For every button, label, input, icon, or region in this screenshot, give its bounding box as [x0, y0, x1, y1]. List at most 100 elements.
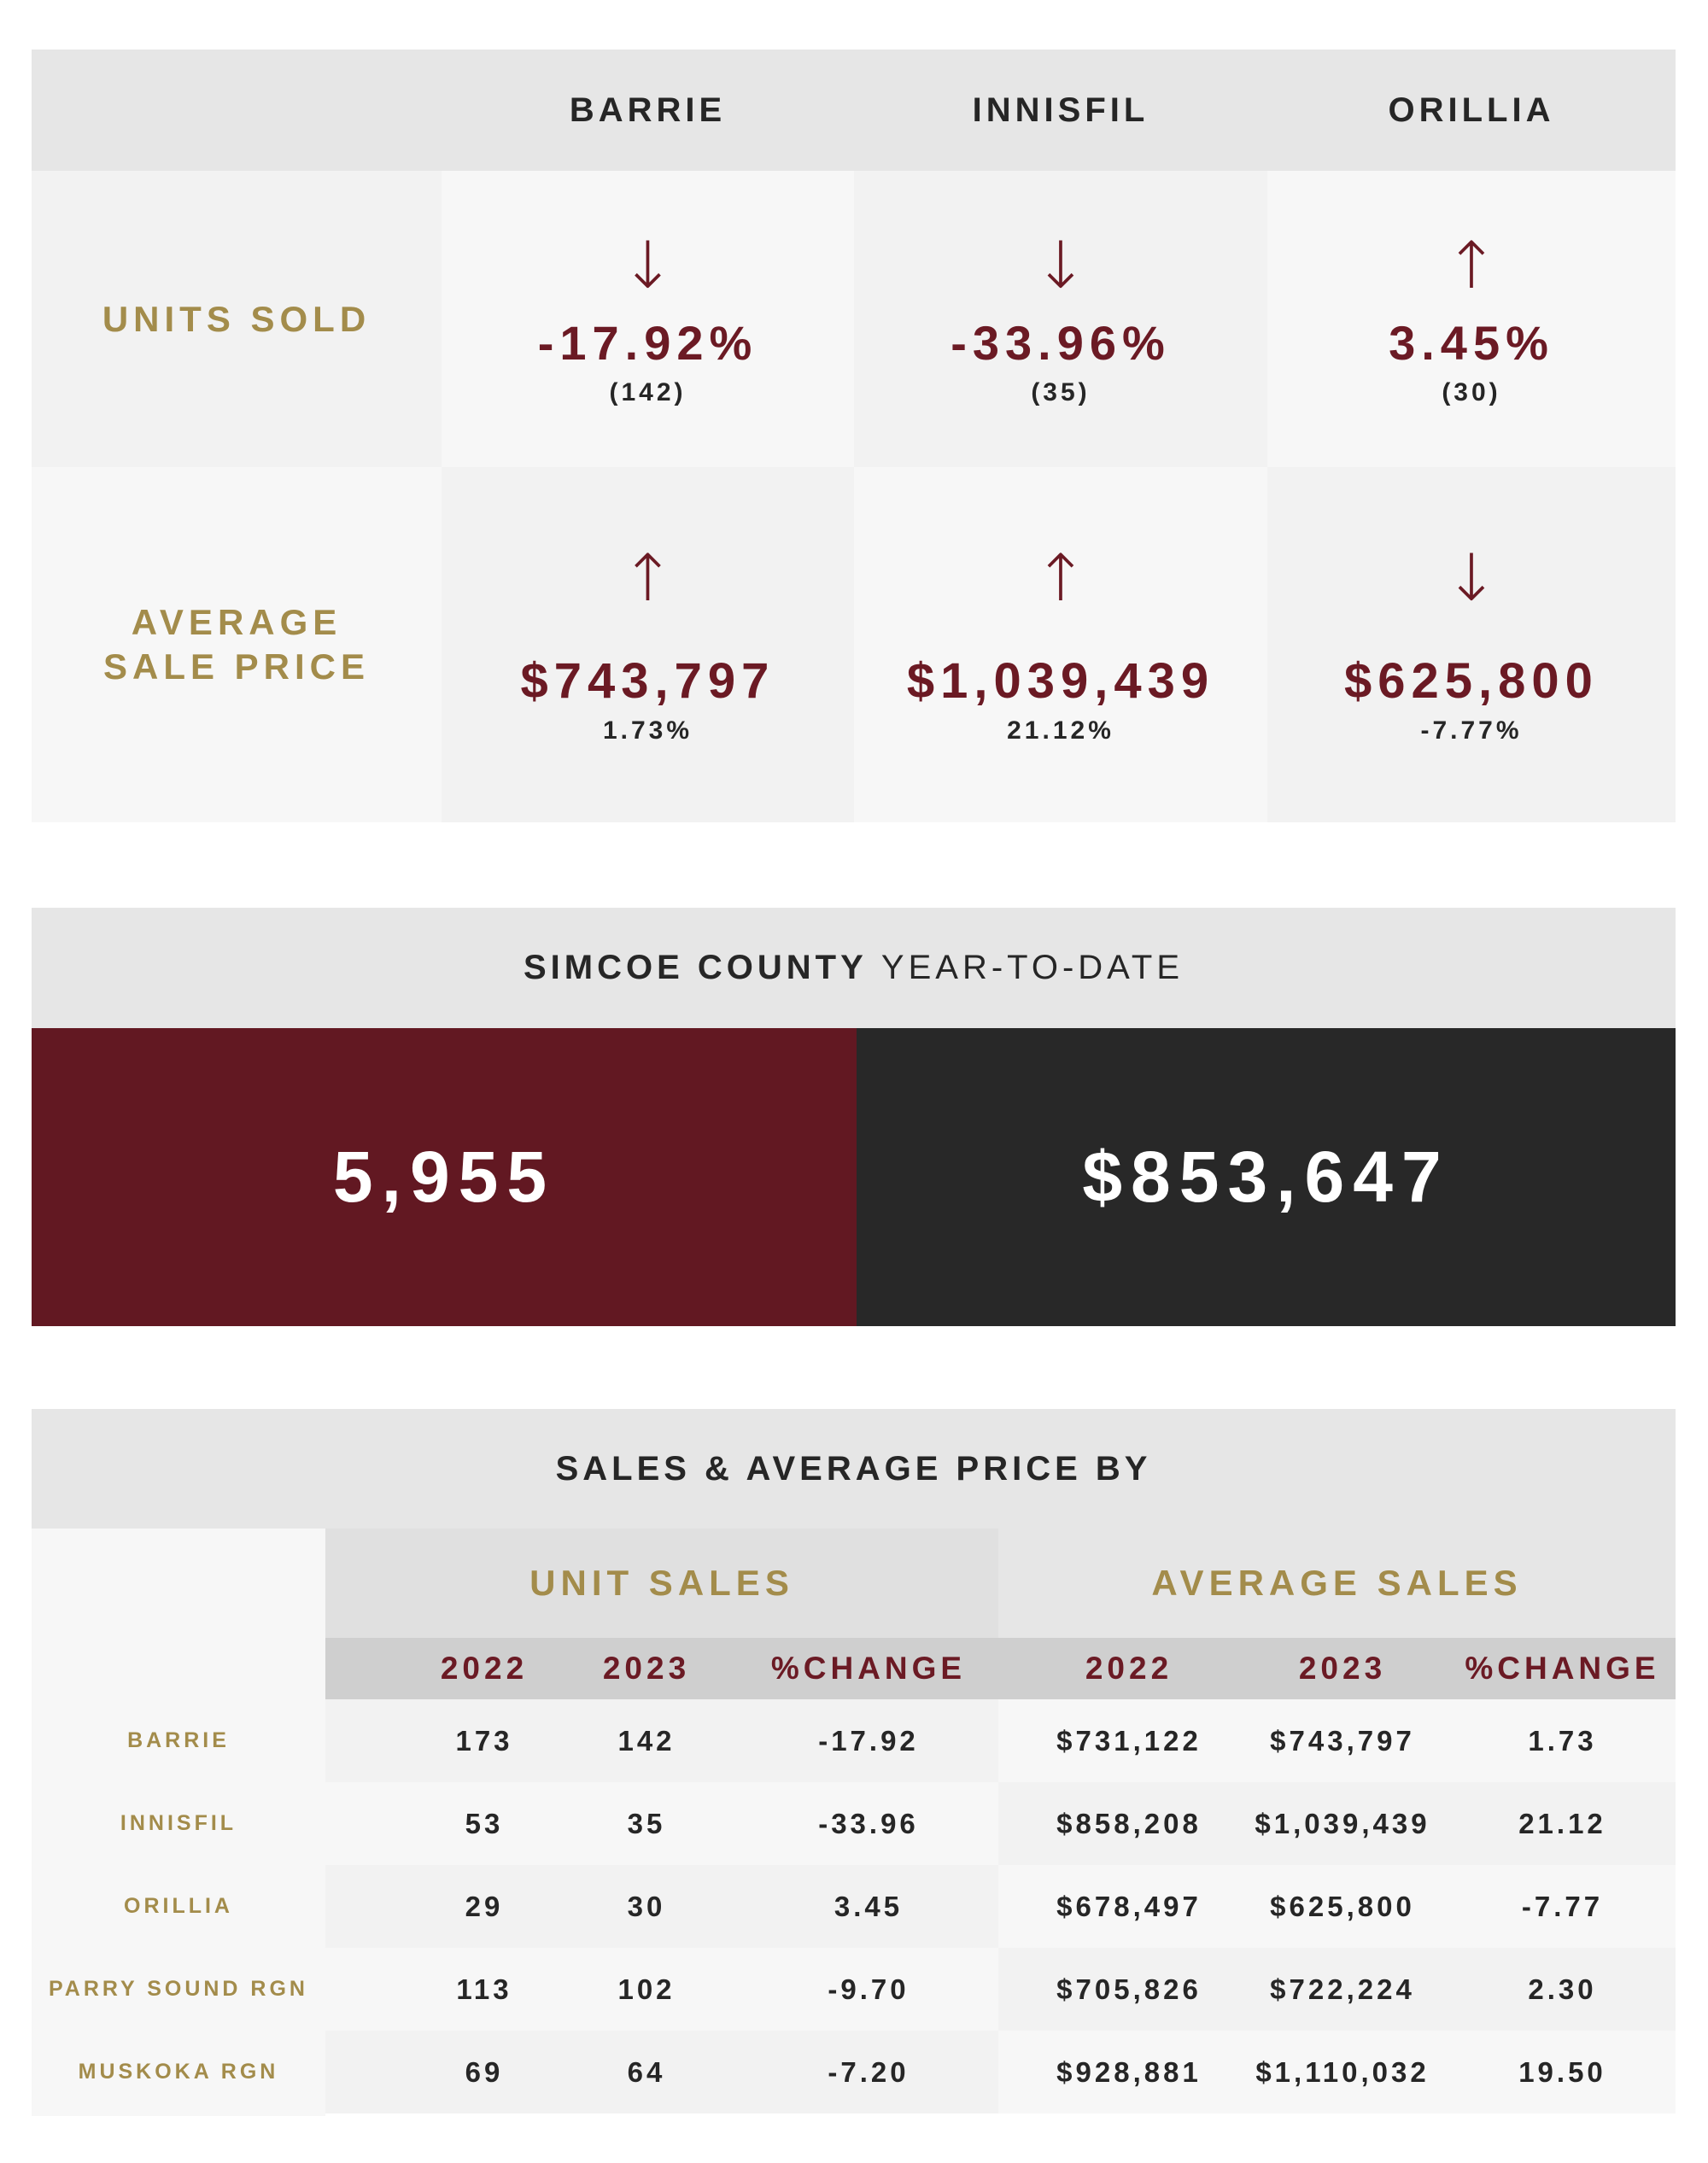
price-label-line2: SALE PRICE: [102, 646, 371, 687]
ytd-units: 5,955: [332, 1137, 556, 1217]
arrow-up-icon: ↑: [1033, 540, 1088, 616]
unit-sales-cell-bg: [325, 1948, 998, 2031]
ytd-units-panel: 5,955: [32, 1028, 857, 1326]
table-cell-p22: $731,122: [1056, 1724, 1202, 1757]
table-row: BARRIE 173 142 -17.92 $731,122 $743,797 1.73: [32, 1699, 1676, 1782]
ytd-title-bold: SIMCOE COUNTY: [523, 949, 868, 986]
units-change: -33.96%: [951, 315, 1171, 370]
unit-sales-header: UNIT SALES: [325, 1529, 998, 1638]
units-count: (30): [1442, 377, 1501, 406]
table-row: MUSKOKA RGN 69 64 -7.20 $928,881 $1,110,032 19…: [32, 2031, 1676, 2113]
city-summary: BARRIE INNISFIL ORILLIA UNITS SOLD ↓ -17…: [32, 50, 1676, 822]
units-innisfil-cell: ↓ -33.96% (35): [854, 171, 1267, 467]
table-cell-uchg: -17.92: [818, 1724, 919, 1757]
city-header-orillia: ORILLIA: [1388, 91, 1555, 129]
table-cell-uchg: 3.45: [834, 1890, 904, 1922]
table-cell-u22: 69: [465, 2055, 504, 2088]
price-change: 1.73%: [602, 716, 693, 745]
units-count: (35): [1031, 377, 1091, 406]
table-cell-p23: $1,110,032: [1255, 2055, 1430, 2088]
unit-sales-cell-bg: [325, 1699, 998, 1782]
table-cell-u23: 35: [627, 1807, 666, 1839]
arrow-up-icon: ↑: [620, 540, 676, 616]
units-sold-label: UNITS SOLD: [102, 298, 371, 339]
subheader-price-2023: 2023: [1298, 1651, 1387, 1686]
table-cell-p22: $705,826: [1056, 1973, 1202, 2005]
price-orillia-cell: ↓ $625,800 -7.77%: [1267, 467, 1676, 822]
avg-price: $743,797: [520, 653, 775, 709]
row-label: MUSKOKA RGN: [78, 2060, 279, 2084]
table-title: SALES & AVERAGE PRICE BY: [32, 1409, 1676, 1529]
table-cell-u23: 30: [627, 1890, 666, 1922]
table-cell-p22: $678,497: [1056, 1890, 1202, 1922]
table-cell-p23: $1,039,439: [1255, 1807, 1430, 1839]
city-header-innisfil: INNISFIL: [972, 91, 1149, 129]
table-cell-pchg: 2.30: [1528, 1973, 1597, 2005]
table-cell-u22: 113: [456, 1973, 512, 2005]
row-label-column: [32, 1529, 325, 2116]
arrow-down-icon: ↓: [1444, 540, 1499, 616]
table-cell-p23: $625,800: [1270, 1890, 1415, 1922]
arrow-down-icon: ↓: [620, 226, 676, 303]
average-sales-cell-bg: [998, 1699, 1676, 1782]
units-orillia-cell: ↑ 3.45% (30): [1267, 171, 1676, 467]
table-cell-u22: 53: [465, 1807, 504, 1839]
arrow-down-icon: ↓: [1033, 226, 1088, 303]
table-cell-u23: 64: [627, 2055, 666, 2088]
price-innisfil-cell: ↑ $1,039,439 21.12%: [854, 467, 1267, 822]
ytd-title-light: YEAR-TO-DATE: [880, 949, 1184, 986]
sales-table: SALES & AVERAGE PRICE BY UNIT SALES AVER…: [32, 1409, 1676, 2116]
row-label: PARRY SOUND RGN: [48, 1977, 308, 2001]
table-cell-p23: $722,224: [1270, 1973, 1415, 2005]
table-cell-uchg: -33.96: [818, 1807, 919, 1839]
row-label: ORILLIA: [124, 1894, 233, 1918]
arrow-up-icon: ↑: [1444, 226, 1499, 303]
units-count: (142): [609, 377, 687, 406]
row-label: INNISFIL: [120, 1811, 237, 1835]
units-sold-label-cell: UNITS SOLD: [32, 171, 442, 467]
unit-sales-cell-bg: [325, 1782, 998, 1865]
price-label-cell: AVERAGE SALE PRICE: [32, 467, 442, 822]
price-change: -7.77%: [1420, 716, 1523, 745]
unit-sales-cell-bg: [325, 1865, 998, 1948]
subheader-row: [325, 1638, 1676, 1699]
subheader-price-change: %CHANGE: [1465, 1651, 1660, 1686]
units-barrie-cell: ↓ -17.92% (142): [442, 171, 854, 467]
average-sales-cell-bg: [998, 1865, 1676, 1948]
city-header-barrie: BARRIE: [569, 91, 727, 129]
price-barrie-cell: ↑ $743,797 1.73%: [442, 467, 854, 822]
subheader-unit-2023: 2023: [602, 1651, 691, 1686]
table-row: INNISFIL 53 35 -33.96 $858,208 $1,039,439 21.1…: [32, 1782, 1676, 1865]
price-label-line1: AVERAGE: [131, 602, 342, 642]
ytd-price-panel: $853,647: [857, 1028, 1676, 1326]
average-sales-cell-bg: [998, 1948, 1676, 2031]
price-change: 21.12%: [1007, 716, 1114, 745]
unit-sales-cell-bg: [325, 2031, 998, 2113]
table-cell-p22: $928,881: [1056, 2055, 1202, 2088]
average-sales-cell-bg: [998, 1782, 1676, 1865]
average-sales-cell-bg: [998, 2031, 1676, 2113]
ytd-avg-price: $853,647: [1082, 1137, 1450, 1217]
table-cell-u23: 102: [617, 1973, 676, 2005]
table-cell-pchg: 21.12: [1518, 1807, 1606, 1839]
units-change: 3.45%: [1389, 315, 1554, 370]
city-header-row: [32, 50, 1676, 171]
row-label: BARRIE: [127, 1728, 230, 1752]
ytd-header: SIMCOE COUNTY YEAR-TO-DATE: [32, 908, 1676, 1028]
table-cell-p23: $743,797: [1270, 1724, 1415, 1757]
units-change: -17.92%: [537, 315, 758, 370]
avg-price: $625,800: [1344, 653, 1599, 709]
avg-price: $1,039,439: [906, 653, 1215, 709]
table-cell-u22: 173: [455, 1724, 513, 1757]
subheader-price-2022: 2022: [1085, 1651, 1173, 1686]
ytd-section: SIMCOE COUNTY YEAR-TO-DATE 5,955 $853,64…: [32, 908, 1676, 1326]
table-cell-uchg: -9.70: [828, 1973, 910, 2005]
table-cell-uchg: -7.20: [828, 2055, 910, 2088]
subheader-unit-2022: 2022: [440, 1651, 529, 1686]
table-row: PARRY SOUND RGN 113 102 -9.70 $705,826 $722,2…: [32, 1948, 1676, 2031]
average-sales-header: AVERAGE SALES: [998, 1529, 1676, 1638]
table-cell-pchg: -7.77: [1521, 1890, 1604, 1922]
table-cell-u23: 142: [617, 1724, 676, 1757]
table-cell-pchg: 1.73: [1528, 1724, 1597, 1757]
table-row: ORILLIA 29 30 3.45 $678,497 $625,800 -7.77: [32, 1865, 1676, 1948]
